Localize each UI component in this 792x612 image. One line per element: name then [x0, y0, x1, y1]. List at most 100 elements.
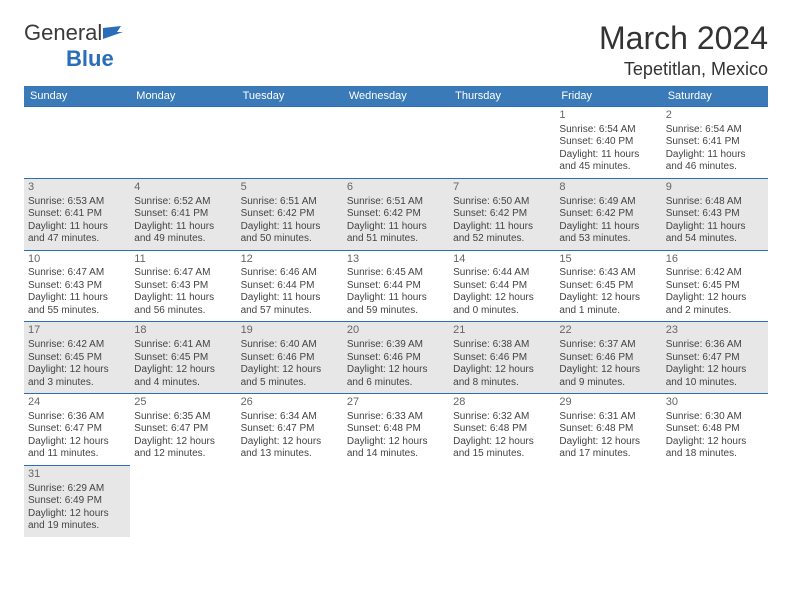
sunset-text: Sunset: 6:47 PM [28, 423, 126, 436]
daylight-text: Daylight: 12 hours and 3 minutes. [28, 364, 126, 389]
day-header: Saturday [662, 86, 768, 106]
flag-icon [103, 20, 125, 45]
sunset-text: Sunset: 6:48 PM [453, 423, 551, 436]
sunset-text: Sunset: 6:45 PM [134, 352, 232, 365]
daylight-text: Daylight: 11 hours and 57 minutes. [241, 292, 339, 317]
calendar-cell: 3Sunrise: 6:53 AMSunset: 6:41 PMDaylight… [24, 178, 130, 250]
page-title: March 2024 [599, 20, 768, 57]
calendar-cell: 25Sunrise: 6:35 AMSunset: 6:47 PMDayligh… [130, 393, 236, 465]
day-number: 22 [559, 324, 657, 338]
daylight-text: Daylight: 11 hours and 46 minutes. [666, 149, 764, 174]
daylight-text: Daylight: 11 hours and 52 minutes. [453, 221, 551, 246]
sunset-text: Sunset: 6:45 PM [559, 280, 657, 293]
calendar-cell: 14Sunrise: 6:44 AMSunset: 6:44 PMDayligh… [449, 250, 555, 322]
day-header: Tuesday [237, 86, 343, 106]
sunset-text: Sunset: 6:48 PM [559, 423, 657, 436]
sunrise-text: Sunrise: 6:40 AM [241, 339, 339, 352]
daylight-text: Daylight: 12 hours and 14 minutes. [347, 436, 445, 461]
sunrise-text: Sunrise: 6:34 AM [241, 411, 339, 424]
calendar-cell: 2Sunrise: 6:54 AMSunset: 6:41 PMDaylight… [662, 106, 768, 178]
day-number: 29 [559, 396, 657, 410]
sunset-text: Sunset: 6:46 PM [241, 352, 339, 365]
sunrise-text: Sunrise: 6:33 AM [347, 411, 445, 424]
calendar-cell: 7Sunrise: 6:50 AMSunset: 6:42 PMDaylight… [449, 178, 555, 250]
day-number: 27 [347, 396, 445, 410]
calendar-cell: 19Sunrise: 6:40 AMSunset: 6:46 PMDayligh… [237, 321, 343, 393]
day-number: 26 [241, 396, 339, 410]
calendar-cell: 13Sunrise: 6:45 AMSunset: 6:44 PMDayligh… [343, 250, 449, 322]
sunset-text: Sunset: 6:48 PM [347, 423, 445, 436]
location-subtitle: Tepetitlan, Mexico [599, 59, 768, 80]
sunset-text: Sunset: 6:47 PM [666, 352, 764, 365]
sunrise-text: Sunrise: 6:54 AM [666, 124, 764, 137]
sunrise-text: Sunrise: 6:41 AM [134, 339, 232, 352]
day-number: 11 [134, 253, 232, 267]
calendar-cell: 6Sunrise: 6:51 AMSunset: 6:42 PMDaylight… [343, 178, 449, 250]
calendar-cell: 1Sunrise: 6:54 AMSunset: 6:40 PMDaylight… [555, 106, 661, 178]
day-header: Wednesday [343, 86, 449, 106]
day-number: 20 [347, 324, 445, 338]
calendar-cell: 16Sunrise: 6:42 AMSunset: 6:45 PMDayligh… [662, 250, 768, 322]
sunrise-text: Sunrise: 6:49 AM [559, 196, 657, 209]
sunset-text: Sunset: 6:48 PM [666, 423, 764, 436]
sunset-text: Sunset: 6:42 PM [559, 208, 657, 221]
sunrise-text: Sunrise: 6:36 AM [28, 411, 126, 424]
sunrise-text: Sunrise: 6:29 AM [28, 483, 126, 496]
sunrise-text: Sunrise: 6:52 AM [134, 196, 232, 209]
calendar-cell: 11Sunrise: 6:47 AMSunset: 6:43 PMDayligh… [130, 250, 236, 322]
day-number: 2 [666, 109, 764, 123]
daylight-text: Daylight: 12 hours and 18 minutes. [666, 436, 764, 461]
sunrise-text: Sunrise: 6:30 AM [666, 411, 764, 424]
sunrise-text: Sunrise: 6:46 AM [241, 267, 339, 280]
sunrise-text: Sunrise: 6:36 AM [666, 339, 764, 352]
day-number: 21 [453, 324, 551, 338]
daylight-text: Daylight: 11 hours and 53 minutes. [559, 221, 657, 246]
daylight-text: Daylight: 11 hours and 45 minutes. [559, 149, 657, 174]
calendar-cell: 4Sunrise: 6:52 AMSunset: 6:41 PMDaylight… [130, 178, 236, 250]
sunset-text: Sunset: 6:44 PM [347, 280, 445, 293]
sunrise-text: Sunrise: 6:53 AM [28, 196, 126, 209]
day-number: 31 [28, 468, 126, 482]
day-number: 15 [559, 253, 657, 267]
daylight-text: Daylight: 11 hours and 49 minutes. [134, 221, 232, 246]
sunrise-text: Sunrise: 6:42 AM [28, 339, 126, 352]
day-number: 5 [241, 181, 339, 195]
sunset-text: Sunset: 6:42 PM [347, 208, 445, 221]
day-header: Monday [130, 86, 236, 106]
daylight-text: Daylight: 12 hours and 12 minutes. [134, 436, 232, 461]
logo: GeneralBlue [24, 20, 128, 72]
day-number: 16 [666, 253, 764, 267]
logo-general: General [24, 20, 102, 45]
empty-cell [24, 106, 130, 178]
day-number: 24 [28, 396, 126, 410]
calendar-cell: 8Sunrise: 6:49 AMSunset: 6:42 PMDaylight… [555, 178, 661, 250]
calendar-cell: 15Sunrise: 6:43 AMSunset: 6:45 PMDayligh… [555, 250, 661, 322]
day-number: 18 [134, 324, 232, 338]
calendar-cell: 28Sunrise: 6:32 AMSunset: 6:48 PMDayligh… [449, 393, 555, 465]
sunrise-text: Sunrise: 6:54 AM [559, 124, 657, 137]
day-number: 12 [241, 253, 339, 267]
sunset-text: Sunset: 6:41 PM [666, 136, 764, 149]
day-number: 13 [347, 253, 445, 267]
sunset-text: Sunset: 6:47 PM [134, 423, 232, 436]
sunset-text: Sunset: 6:45 PM [666, 280, 764, 293]
calendar-cell: 23Sunrise: 6:36 AMSunset: 6:47 PMDayligh… [662, 321, 768, 393]
sunset-text: Sunset: 6:41 PM [134, 208, 232, 221]
calendar-cell: 12Sunrise: 6:46 AMSunset: 6:44 PMDayligh… [237, 250, 343, 322]
empty-cell [449, 106, 555, 178]
day-number: 28 [453, 396, 551, 410]
daylight-text: Daylight: 11 hours and 51 minutes. [347, 221, 445, 246]
calendar-cell: 30Sunrise: 6:30 AMSunset: 6:48 PMDayligh… [662, 393, 768, 465]
sunset-text: Sunset: 6:40 PM [559, 136, 657, 149]
daylight-text: Daylight: 11 hours and 47 minutes. [28, 221, 126, 246]
daylight-text: Daylight: 11 hours and 59 minutes. [347, 292, 445, 317]
sunset-text: Sunset: 6:43 PM [134, 280, 232, 293]
sunrise-text: Sunrise: 6:32 AM [453, 411, 551, 424]
daylight-text: Daylight: 12 hours and 17 minutes. [559, 436, 657, 461]
daylight-text: Daylight: 12 hours and 15 minutes. [453, 436, 551, 461]
calendar-cell: 27Sunrise: 6:33 AMSunset: 6:48 PMDayligh… [343, 393, 449, 465]
day-header: Friday [555, 86, 661, 106]
sunrise-text: Sunrise: 6:50 AM [453, 196, 551, 209]
day-number: 1 [559, 109, 657, 123]
sunset-text: Sunset: 6:43 PM [28, 280, 126, 293]
